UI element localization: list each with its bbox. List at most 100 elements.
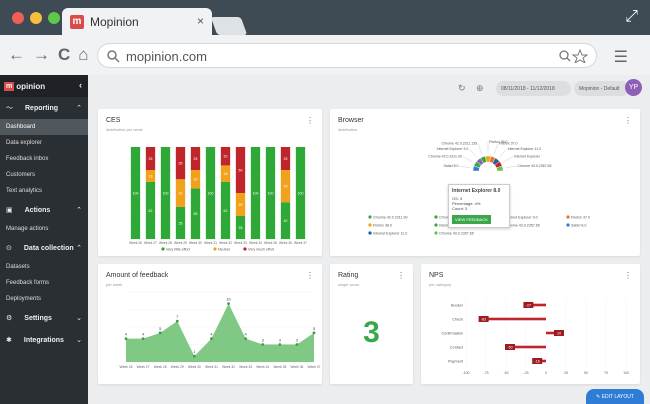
- avatar[interactable]: YP: [625, 79, 642, 96]
- ces-bar-segment[interactable]: [220, 147, 231, 166]
- feedback-point[interactable]: [312, 331, 316, 335]
- feedback-point[interactable]: [124, 337, 128, 341]
- browser-menu-icon[interactable]: ☰: [613, 49, 628, 66]
- date-range-picker[interactable]: 08/11/2018 - 11/12/2018: [496, 81, 571, 96]
- zoom-and-star-icons[interactable]: [558, 49, 588, 63]
- feedback-point[interactable]: [278, 343, 282, 346]
- sidebar-item[interactable]: Feedback forms: [6, 280, 50, 286]
- feedback-data-label: 5: [313, 326, 316, 331]
- sidebar-item[interactable]: Datasets: [6, 264, 30, 270]
- browser-legend-label[interactable]: Firefox 37.0: [571, 215, 590, 219]
- ces-bar-segment[interactable]: [160, 147, 171, 239]
- sidebar-brand[interactable]: m opinion ‹: [0, 75, 88, 97]
- ces-legend-label[interactable]: Very little effort: [166, 247, 190, 251]
- sidebar-item[interactable]: Data explorer: [6, 140, 43, 146]
- ces-bar-segment[interactable]: [130, 147, 141, 239]
- sidebar-item[interactable]: Dashboard: [0, 119, 88, 135]
- ces-bar-segment[interactable]: [145, 147, 156, 170]
- nps-bar[interactable]: [479, 317, 546, 321]
- sidebar-item[interactable]: Deployments: [6, 296, 42, 302]
- ces-bar-segment[interactable]: [145, 170, 156, 182]
- feedback-point[interactable]: [175, 319, 179, 323]
- sidebar-item[interactable]: Manage actions: [6, 226, 49, 232]
- card-menu-icon[interactable]: ⋮: [306, 271, 314, 280]
- close-window-icon[interactable]: [12, 12, 24, 24]
- ces-bar-segment[interactable]: [205, 147, 216, 239]
- ces-bar-segment[interactable]: [265, 147, 276, 239]
- sidebar-section-2[interactable]: ⊙ Data collection ⌃: [0, 237, 88, 259]
- browser-legend-label[interactable]: Chrome 43.0.2357.65: [505, 223, 540, 227]
- feedback-point[interactable]: [244, 337, 248, 341]
- nps-value-badge: [478, 316, 489, 322]
- collapse-sidebar-icon[interactable]: ‹: [79, 80, 82, 90]
- ces-bar-segment[interactable]: [235, 147, 246, 193]
- new-tab-button[interactable]: [210, 17, 248, 35]
- browser-slice[interactable]: [496, 165, 504, 172]
- sidebar-item[interactable]: Feedback inbox: [6, 156, 49, 162]
- nps-bar[interactable]: [546, 331, 554, 335]
- feedback-point[interactable]: [192, 354, 196, 358]
- add-chart-icon[interactable]: ⊕: [476, 83, 484, 93]
- card-menu-icon[interactable]: ⋮: [624, 116, 632, 125]
- ces-bar-segment[interactable]: [235, 216, 246, 239]
- view-feedback-button[interactable]: VIEW FEEDBACK: [452, 215, 491, 224]
- home-icon[interactable]: ⌂: [78, 45, 89, 64]
- sidebar-section-3[interactable]: ⚙ Settings ⌄: [0, 307, 88, 329]
- ces-bar-segment[interactable]: [190, 170, 201, 189]
- feedback-point[interactable]: [210, 337, 213, 341]
- ces-bar-segment[interactable]: [280, 170, 291, 203]
- ces-bar-segment[interactable]: [235, 193, 246, 216]
- card-menu-icon[interactable]: ⋮: [397, 271, 405, 280]
- feedback-point[interactable]: [141, 337, 145, 341]
- nps-bar[interactable]: [524, 303, 546, 307]
- card-menu-icon[interactable]: ⋮: [306, 116, 314, 125]
- ces-bar-segment[interactable]: [280, 202, 291, 239]
- browser-legend-label[interactable]: Internet Explorer 11.0: [373, 231, 407, 235]
- sidebar-item[interactable]: Text analytics: [6, 188, 43, 194]
- ces-bar-segment[interactable]: [295, 147, 306, 239]
- minimize-window-icon[interactable]: [30, 12, 42, 24]
- browser-legend-label[interactable]: Firefox 38.0: [373, 223, 392, 227]
- ces-bar-segment[interactable]: [190, 147, 201, 170]
- feedback-point[interactable]: [295, 343, 299, 346]
- ces-bar-segment[interactable]: [250, 147, 261, 239]
- fullscreen-icon[interactable]: ⤢: [625, 8, 638, 25]
- feedback-data-label: 7: [176, 314, 179, 319]
- project-selector[interactable]: Mopinion - Default: [574, 81, 629, 96]
- card-menu-icon[interactable]: ⋮: [624, 271, 632, 280]
- ces-legend-label[interactable]: Very much effort: [248, 247, 274, 251]
- browser-legend-label[interactable]: Chrome 43.0.2357.65: [439, 231, 474, 235]
- forward-icon[interactable]: →: [33, 45, 50, 64]
- ces-bar-segment[interactable]: [220, 165, 231, 182]
- ces-bar-segment[interactable]: [190, 188, 201, 239]
- feedback-point[interactable]: [261, 343, 265, 346]
- reload-icon[interactable]: C: [58, 45, 71, 64]
- sidebar-item[interactable]: Customers: [6, 172, 36, 178]
- section-label: Data collection: [23, 244, 74, 252]
- address-bar[interactable]: mopinion.com: [97, 43, 597, 68]
- ces-bar-segment[interactable]: [145, 181, 156, 239]
- feedback-point[interactable]: [158, 331, 162, 335]
- feedback-point[interactable]: [227, 302, 230, 306]
- ces-bar-segment[interactable]: [175, 179, 186, 207]
- ces-bar-segment[interactable]: [175, 147, 186, 180]
- ces-bar-segment[interactable]: [280, 147, 291, 170]
- browser-legend-label[interactable]: Internet Explorer 9.0: [505, 215, 538, 219]
- ces-bar-segment[interactable]: [175, 206, 186, 239]
- refresh-icon[interactable]: ↻: [458, 83, 466, 93]
- sidebar-section-1[interactable]: ▣ Actions ⌃: [0, 199, 88, 221]
- card-subtitle: distribution: [338, 127, 358, 132]
- back-icon[interactable]: ←: [8, 45, 25, 64]
- browser-legend-label[interactable]: Chrome 42.0.2311.90: [373, 215, 408, 219]
- nps-bar[interactable]: [506, 345, 546, 349]
- tab-close-icon[interactable]: ×: [196, 14, 204, 28]
- ces-bar-segment[interactable]: [220, 181, 231, 239]
- sidebar-section-0[interactable]: 〜 Reporting ⌃: [0, 97, 88, 119]
- maximize-window-icon[interactable]: [48, 12, 60, 24]
- browser-legend-label[interactable]: Safari 8.0: [571, 223, 586, 227]
- browser-tab[interactable]: m Mopinion ×: [62, 8, 212, 35]
- brand-name: opinion: [16, 81, 46, 91]
- ces-legend-label[interactable]: Neutral: [218, 247, 230, 251]
- sidebar-section-4[interactable]: ✱ Integrations ⌄: [0, 329, 88, 351]
- edit-layout-button[interactable]: ✎ EDIT LAYOUT: [586, 389, 644, 404]
